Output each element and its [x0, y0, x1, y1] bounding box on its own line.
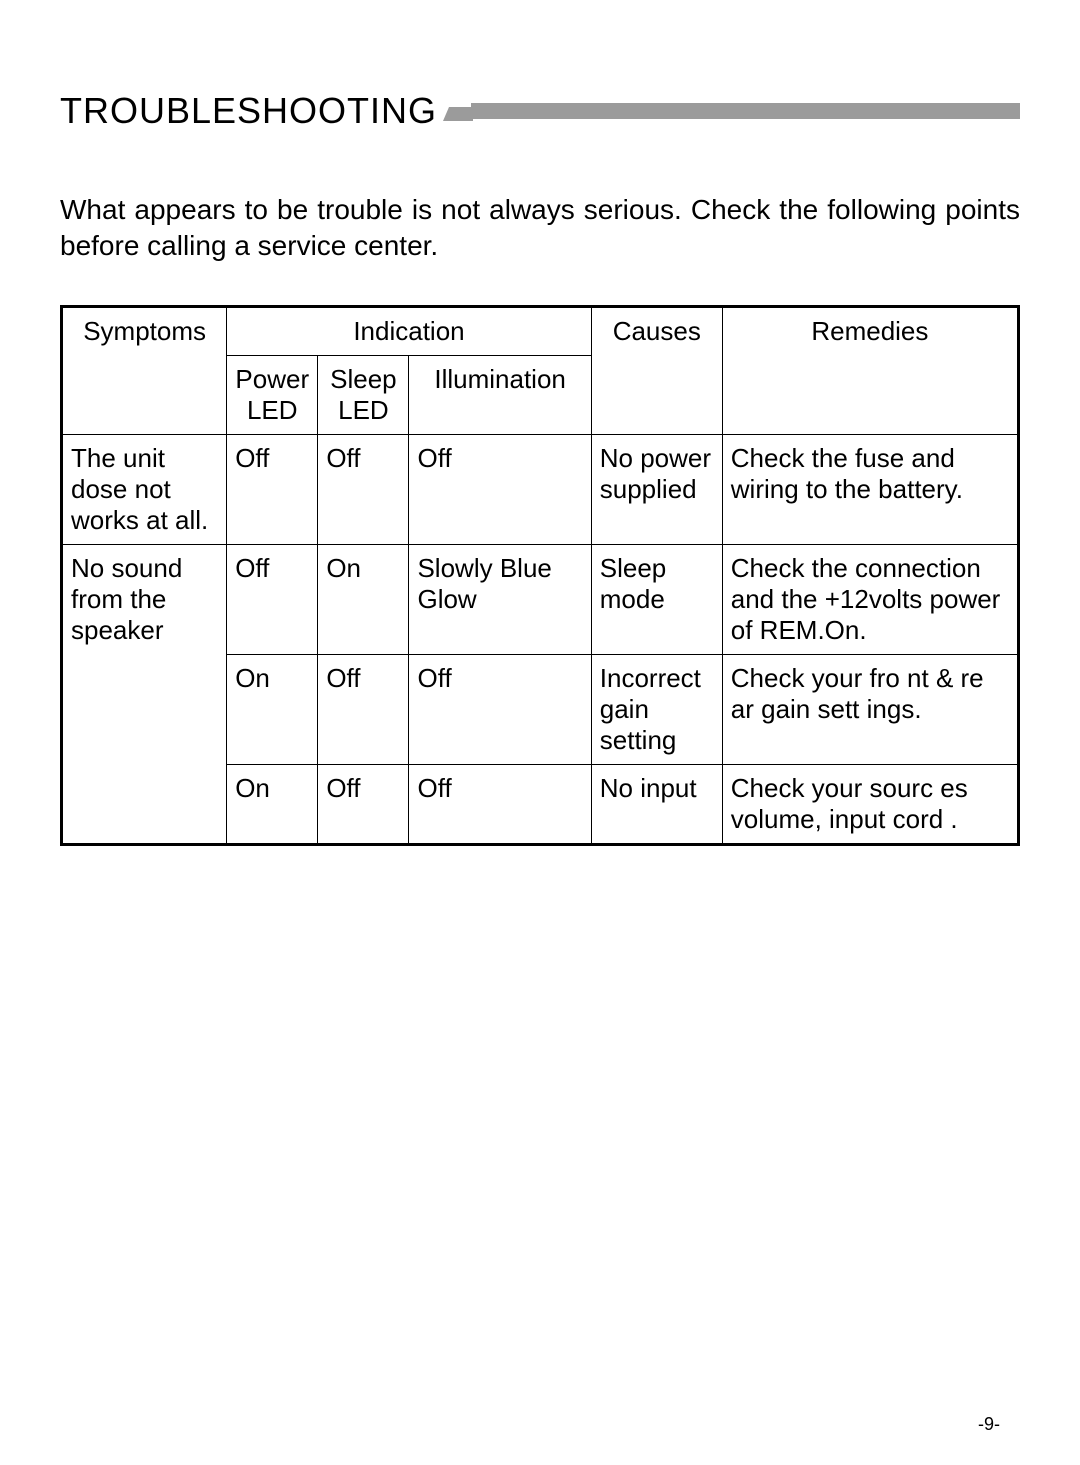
- cell-remedy: Check your sourc es volume, input cord .: [722, 764, 1018, 844]
- table-row: The unit dose not works at all. Off Off …: [62, 434, 1019, 544]
- intro-text: What appears to be trouble is not always…: [60, 192, 1020, 265]
- cell-symptom: The unit dose not works at all.: [62, 434, 227, 544]
- cell-illumination: Off: [409, 764, 591, 844]
- table-head: Symptoms Indication Causes Remedies Powe…: [62, 306, 1019, 434]
- cell-cause: Sleep mode: [591, 544, 722, 654]
- col-header-symptoms: Symptoms: [62, 306, 227, 434]
- col-header-illumination: Illumination: [409, 355, 591, 434]
- cell-cause: No power supplied: [591, 434, 722, 544]
- cell-remedy: Check the connection and the +12volts po…: [722, 544, 1018, 654]
- col-header-sleep-led: Sleep LED: [318, 355, 409, 434]
- cell-sleep-led: On: [318, 544, 409, 654]
- heading-bar: [471, 103, 1020, 119]
- col-header-causes: Causes: [591, 306, 722, 434]
- cell-power-led: On: [227, 764, 318, 844]
- cell-illumination: Slowly Blue Glow: [409, 544, 591, 654]
- cell-power-led: Off: [227, 434, 318, 544]
- cell-remedy: Check your fro nt & re ar gain sett ings…: [722, 654, 1018, 764]
- cell-cause: Incorrect gain setting: [591, 654, 722, 764]
- cell-sleep-led: Off: [318, 764, 409, 844]
- table-row: No sound from the speaker Off On Slowly …: [62, 544, 1019, 654]
- page: TROUBLESHOOTING What appears to be troub…: [0, 0, 1080, 1465]
- troubleshooting-table: Symptoms Indication Causes Remedies Powe…: [60, 305, 1020, 846]
- cell-remedy: Check the fuse and wiring to the battery…: [722, 434, 1018, 544]
- cell-symptom: No sound from the speaker: [62, 544, 227, 844]
- col-header-power-led: Power LED: [227, 355, 318, 434]
- table-body: The unit dose not works at all. Off Off …: [62, 434, 1019, 844]
- heading-row: TROUBLESHOOTING: [60, 90, 1020, 132]
- col-header-remedies: Remedies: [722, 306, 1018, 434]
- cell-sleep-led: Off: [318, 434, 409, 544]
- cell-illumination: Off: [409, 434, 591, 544]
- table-header-row-1: Symptoms Indication Causes Remedies: [62, 306, 1019, 355]
- cell-power-led: On: [227, 654, 318, 764]
- cell-power-led: Off: [227, 544, 318, 654]
- page-number: -9-: [978, 1414, 1000, 1435]
- cell-cause: No input: [591, 764, 722, 844]
- heading-wedge-icon: [443, 101, 473, 121]
- cell-illumination: Off: [409, 654, 591, 764]
- page-title: TROUBLESHOOTING: [60, 90, 437, 132]
- cell-sleep-led: Off: [318, 654, 409, 764]
- col-header-indication: Indication: [227, 306, 592, 355]
